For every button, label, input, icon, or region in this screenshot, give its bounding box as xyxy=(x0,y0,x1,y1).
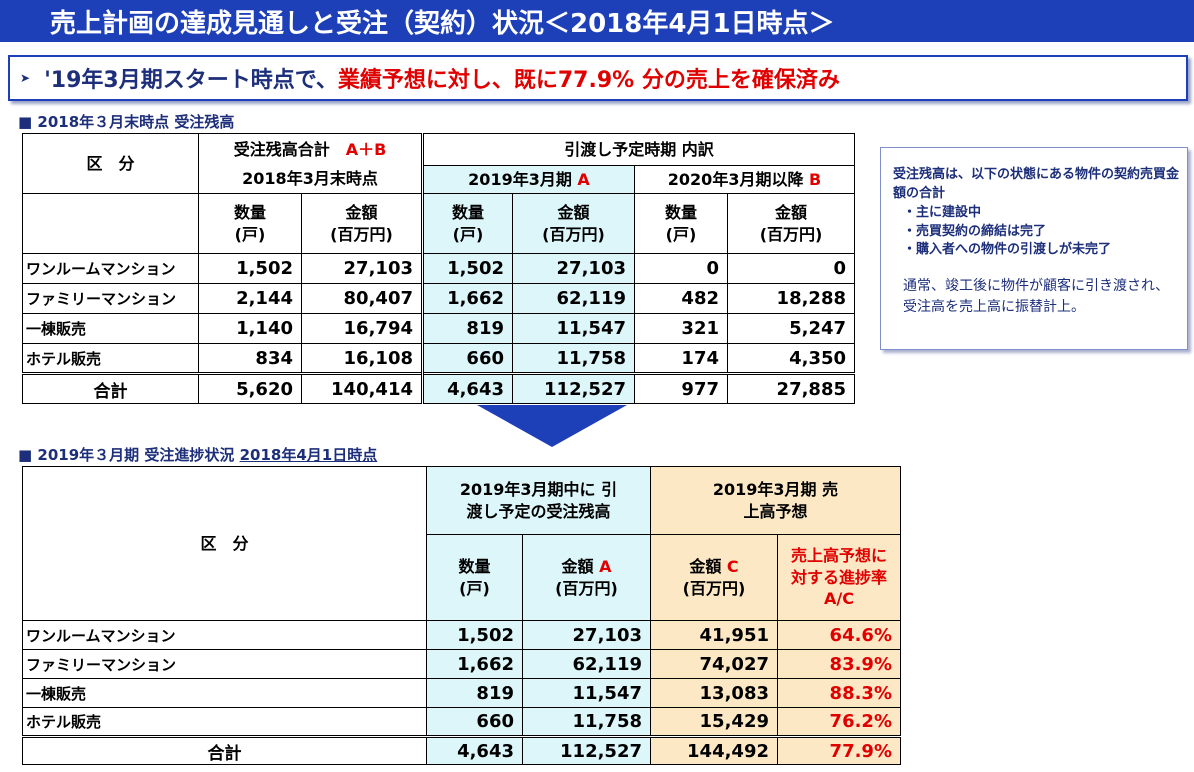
total-row: 合計 4,643 112,527 144,492 77.9% xyxy=(22,735,901,765)
info-item: ・主に建設中 xyxy=(903,204,982,220)
backlog-header: 2019年3月期中に 引渡し予定の受注残高 xyxy=(426,466,651,535)
progress-table: 区 分 2019年3月期中に 引渡し予定の受注残高 2019年3月期 売上高予想… xyxy=(22,466,901,765)
table-row: ワンルームマンション 1,502 27,103 1,502 27,103 0 0 xyxy=(22,253,856,284)
category-header: 区 分 xyxy=(22,466,427,621)
amt-header: 金額 (百万円) xyxy=(726,193,856,254)
headline-banner: ➤ '19年3月期スタート時点で、 業績予想に対し、既に77.9% 分の売上を確… xyxy=(8,55,1188,101)
breakdown-header: 引渡し予定時期 内訳 xyxy=(420,133,856,166)
qty-header: 数量 (戸) xyxy=(634,193,728,254)
down-arrow-icon xyxy=(477,405,627,447)
table-row: ワンルームマンション 1,502 27,103 41,951 64.6% xyxy=(22,620,901,650)
total-header: 受注残高合計 A＋B xyxy=(198,133,423,166)
table-row: ホテル販売 660 11,758 15,429 76.2% xyxy=(22,707,901,737)
backlog-table: 区 分 受注残高合計 A＋B 引渡し予定時期 内訳 2018年3月末時点 201… xyxy=(22,133,856,404)
info-item: ・売買契約の締結は完了 xyxy=(903,223,1047,239)
period-b-header: 2020年3月期以降 B xyxy=(633,165,856,194)
info-heading: 受注残高は、以下の状態にある物件の契約売買金額の合計 xyxy=(893,167,1180,201)
forecast-header: 2019年3月期 売上高予想 xyxy=(650,466,901,535)
qty-header: 数量 (戸) xyxy=(426,534,523,621)
amt-header: 金額 (百万円) xyxy=(301,193,423,254)
amt-header: 金額 (百万円) xyxy=(512,193,635,254)
section2-label: ■ 2019年３月期 受注進捗状況 2018年4月1日時点 xyxy=(18,446,378,464)
table-row: ファミリーマンション 2,144 80,407 1,662 62,119 482… xyxy=(22,283,856,314)
chevron-right-icon: ➤ xyxy=(20,71,31,85)
table-row: ファミリーマンション 1,662 62,119 74,027 83.9% xyxy=(22,649,901,679)
qty-header: 数量 (戸) xyxy=(421,193,513,254)
info-note: 通常、竣工後に物件が顧客に引き渡され、受注高を売上高に振替計上。 xyxy=(903,278,1170,316)
amt-a-header: 金額 A (百万円) xyxy=(522,534,651,621)
total-row: 合計 5,620 140,414 4,643 112,527 977 27,88… xyxy=(22,372,856,404)
info-box: 受注残高は、以下の状態にある物件の契約売買金額の合計 ・主に建設中 ・売買契約の… xyxy=(880,147,1188,350)
headline-highlight: 業績予想に対し、既に77.9% 分の売上を確保済み xyxy=(337,68,840,93)
category-header: 区 分 xyxy=(22,133,199,194)
total-date-header: 2018年3月末時点 xyxy=(198,165,423,194)
qty-header: 数量 (戸) xyxy=(198,193,302,254)
table-row: 一棟販売 1,140 16,794 819 11,547 321 5,247 xyxy=(22,313,856,344)
section1-label: ■ 2018年３月末時点 受注残高 xyxy=(18,113,235,131)
page-title: 売上計画の達成見通しと受注（契約）状況＜2018年4月1日時点＞ xyxy=(0,0,1194,42)
headline-prefix: '19年3月期スタート時点で、 xyxy=(44,68,338,93)
amt-c-header: 金額 C (百万円) xyxy=(650,534,778,621)
rate-header: 売上高予想に 対する進捗率 A/C xyxy=(777,534,901,621)
table-row: ホテル販売 834 16,108 660 11,758 174 4,350 xyxy=(22,343,856,374)
category-header-spacer xyxy=(22,193,199,254)
info-item: ・購入者への物件の引渡しが未完了 xyxy=(903,242,1112,258)
period-a-header: 2019年3月期 A xyxy=(421,165,635,194)
table-row: 一棟販売 819 11,547 13,083 88.3% xyxy=(22,678,901,708)
